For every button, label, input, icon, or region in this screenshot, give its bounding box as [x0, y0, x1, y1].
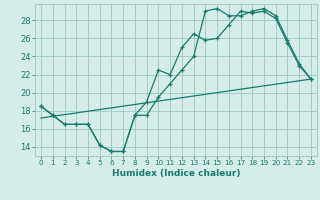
X-axis label: Humidex (Indice chaleur): Humidex (Indice chaleur)	[112, 169, 240, 178]
